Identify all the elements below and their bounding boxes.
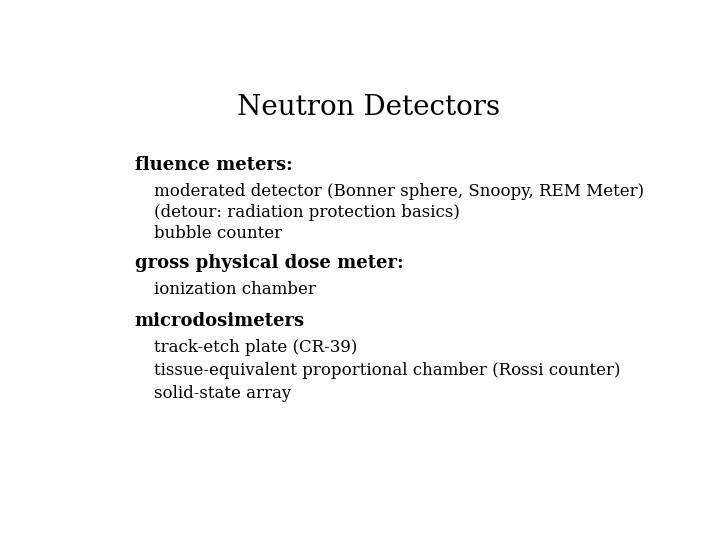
- Text: track-etch plate (CR-39): track-etch plate (CR-39): [154, 339, 358, 356]
- Text: fluence meters:: fluence meters:: [135, 156, 292, 174]
- Text: gross physical dose meter:: gross physical dose meter:: [135, 254, 403, 272]
- Text: solid-state array: solid-state array: [154, 385, 292, 402]
- Text: microdosimeters: microdosimeters: [135, 312, 305, 330]
- Text: (detour: radiation protection basics): (detour: radiation protection basics): [154, 204, 460, 221]
- Text: tissue-equivalent proportional chamber (Rossi counter): tissue-equivalent proportional chamber (…: [154, 362, 621, 379]
- Text: ionization chamber: ionization chamber: [154, 281, 316, 298]
- Text: moderated detector (Bonner sphere, Snoopy, REM Meter): moderated detector (Bonner sphere, Snoop…: [154, 183, 644, 200]
- Text: Neutron Detectors: Neutron Detectors: [238, 94, 500, 121]
- Text: bubble counter: bubble counter: [154, 225, 282, 242]
